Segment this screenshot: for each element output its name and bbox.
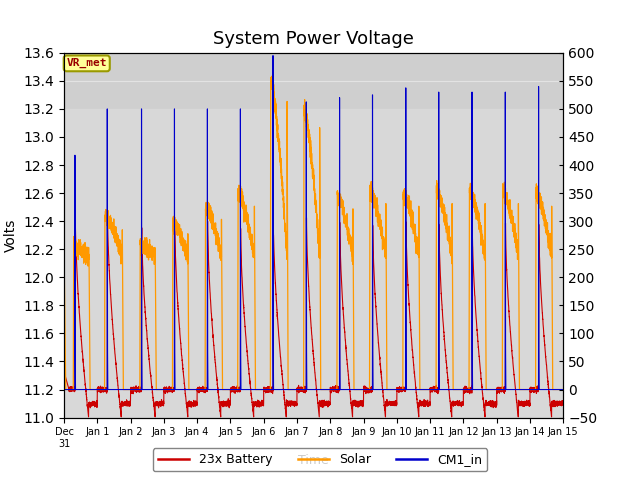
X-axis label: Time: Time	[298, 455, 329, 468]
Text: VR_met: VR_met	[67, 58, 107, 69]
Bar	[64, 109, 563, 418]
Bar	[64, 53, 563, 109]
Title: System Power Voltage: System Power Voltage	[213, 30, 414, 48]
Y-axis label: Volts: Volts	[4, 218, 18, 252]
Legend: 23x Battery, Solar, CM1_in: 23x Battery, Solar, CM1_in	[153, 448, 487, 471]
